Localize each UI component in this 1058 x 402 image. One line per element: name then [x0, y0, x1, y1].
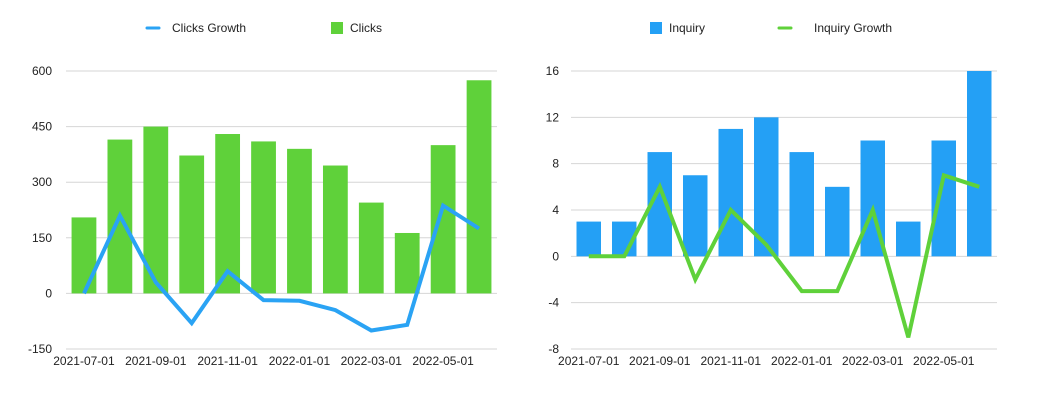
inquiry-bar — [931, 140, 956, 257]
y-tick-label: 600 — [32, 64, 52, 78]
inquiry-bar — [967, 71, 992, 257]
clicks-bar — [179, 155, 205, 294]
x-tick-label: 2022-01-01 — [269, 354, 331, 368]
x-tick-label: 2022-05-01 — [412, 354, 474, 368]
x-tick-label: 2021-11-01 — [701, 354, 762, 368]
clicks-bar — [251, 141, 276, 294]
y-tick-label: 0 — [45, 286, 52, 300]
x-tick-label: 2021-09-01 — [629, 354, 691, 368]
inquiry-bar — [825, 186, 850, 257]
x-tick-label: 2021-07-01 — [53, 354, 115, 368]
inquiry-bar — [718, 128, 743, 257]
clicks-bar — [215, 134, 241, 294]
legend-swatch-box — [650, 22, 662, 34]
legend-item-inquiry-growth: Inquiry Growth — [777, 21, 892, 35]
y-tick-label: 8 — [552, 157, 559, 171]
legend-item-clicks-growth: Clicks Growth — [145, 21, 246, 35]
inquiry-bar — [576, 221, 601, 257]
inquiry-bar — [896, 221, 921, 257]
x-tick-label: 2022-03-01 — [842, 354, 904, 368]
y-tick-label: 0 — [552, 249, 559, 263]
y-tick-label: 12 — [546, 110, 560, 124]
x-tick-label: 2022-05-01 — [913, 354, 975, 368]
inquiry-chart-svg: Inquiry Inquiry Growth 16 12 8 4 0 -4 -82021-07-… — [546, 21, 997, 368]
legend-label: Inquiry Growth — [814, 21, 892, 35]
clicks-bar — [394, 232, 420, 294]
y-tick-label: 150 — [32, 231, 52, 245]
x-tick-label: 2021-09-01 — [125, 354, 187, 368]
y-tick-label: 450 — [32, 120, 52, 134]
y-tick-label: -8 — [548, 342, 559, 356]
clicks-chart-svg: Clicks Growth Clicks6004503001500-1502021… — [28, 21, 497, 368]
x-tick-label: 2021-11-01 — [197, 354, 258, 368]
legend-swatch-box — [331, 22, 343, 34]
y-tick-label: 16 — [546, 64, 560, 78]
legend-item-inquiry: Inquiry — [650, 21, 705, 35]
clicks-bar — [71, 217, 97, 294]
inquiry-bar — [789, 152, 814, 257]
legend-label: Clicks Growth — [172, 21, 246, 35]
clicks-bar — [466, 80, 492, 294]
clicks-bar — [358, 202, 384, 294]
legend-item-clicks: Clicks — [331, 21, 382, 35]
clicks-bar — [287, 148, 312, 294]
y-tick-label: 300 — [32, 175, 52, 189]
clicks-chart: Clicks Growth Clicks 600 450 300 150 0 -150 2021… — [28, 21, 497, 368]
clicks-growth-line — [82, 202, 481, 333]
inquiry-chart: Inquiry Inquiry Growth 16 12 8 4 0 -4 -8 2021-07-… — [529, 0, 1058, 402]
legend-label: Inquiry — [669, 21, 705, 35]
inquiry-bar — [683, 175, 708, 257]
y-tick-label: -4 — [548, 296, 559, 310]
inquiry-bar — [754, 117, 779, 257]
y-tick-label: -150 — [28, 342, 52, 356]
y-tick-label: 4 — [552, 203, 559, 217]
clicks-bar — [322, 165, 348, 294]
clicks-bar — [430, 145, 456, 294]
x-tick-label: 2022-03-01 — [341, 354, 403, 368]
x-tick-label: 2021-07-01 — [558, 354, 620, 368]
inquiry-growth-line — [588, 172, 980, 338]
x-tick-label: 2022-01-01 — [771, 354, 833, 368]
legend-label: Clicks — [350, 21, 382, 35]
